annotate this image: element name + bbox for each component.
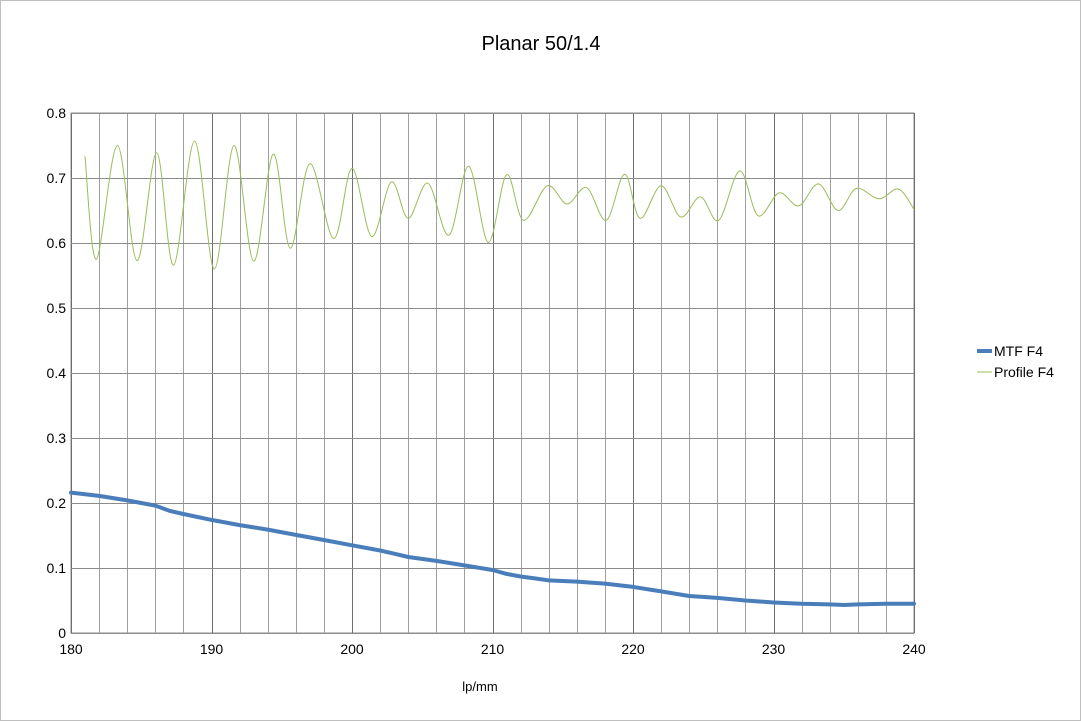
y-tick-label: 0.1: [47, 560, 67, 576]
x-axis-label: lp/mm: [462, 679, 497, 694]
x-tick-label: 220: [621, 641, 645, 657]
series-line-mtf: [69, 490, 916, 607]
y-tick-label: 0: [58, 625, 66, 641]
y-axis-ticks: 0 0.1 0.2 0.3 0.4 0.5 0.6 0.7 0.8: [47, 105, 67, 641]
x-tick-label: 190: [200, 641, 224, 657]
chart-title: Planar 50/1.4: [482, 33, 601, 55]
legend-label: MTF F4: [994, 343, 1043, 359]
y-tick-label: 0.5: [47, 300, 67, 316]
y-tick-label: 0.2: [47, 495, 67, 511]
x-tick-label: 180: [59, 641, 83, 657]
series-line-profile: [84, 140, 915, 270]
y-tick-label: 0.7: [47, 170, 67, 186]
x-tick-label: 240: [902, 641, 926, 657]
y-tick-label: 0.4: [47, 365, 67, 381]
series-lines: [69, 140, 916, 607]
x-axis-ticks: 180 190 200 210 220 230 240: [59, 641, 926, 657]
y-tick-label: 0.8: [47, 105, 67, 121]
x-tick-label: 230: [762, 641, 786, 657]
legend: MTF F4 Profile F4: [977, 343, 1054, 380]
y-tick-label: 0.6: [47, 235, 67, 251]
grid: [70, 112, 915, 634]
y-tick-label: 0.3: [47, 430, 67, 446]
x-tick-label: 210: [481, 641, 505, 657]
x-tick-label: 200: [340, 641, 364, 657]
legend-label: Profile F4: [994, 364, 1054, 380]
